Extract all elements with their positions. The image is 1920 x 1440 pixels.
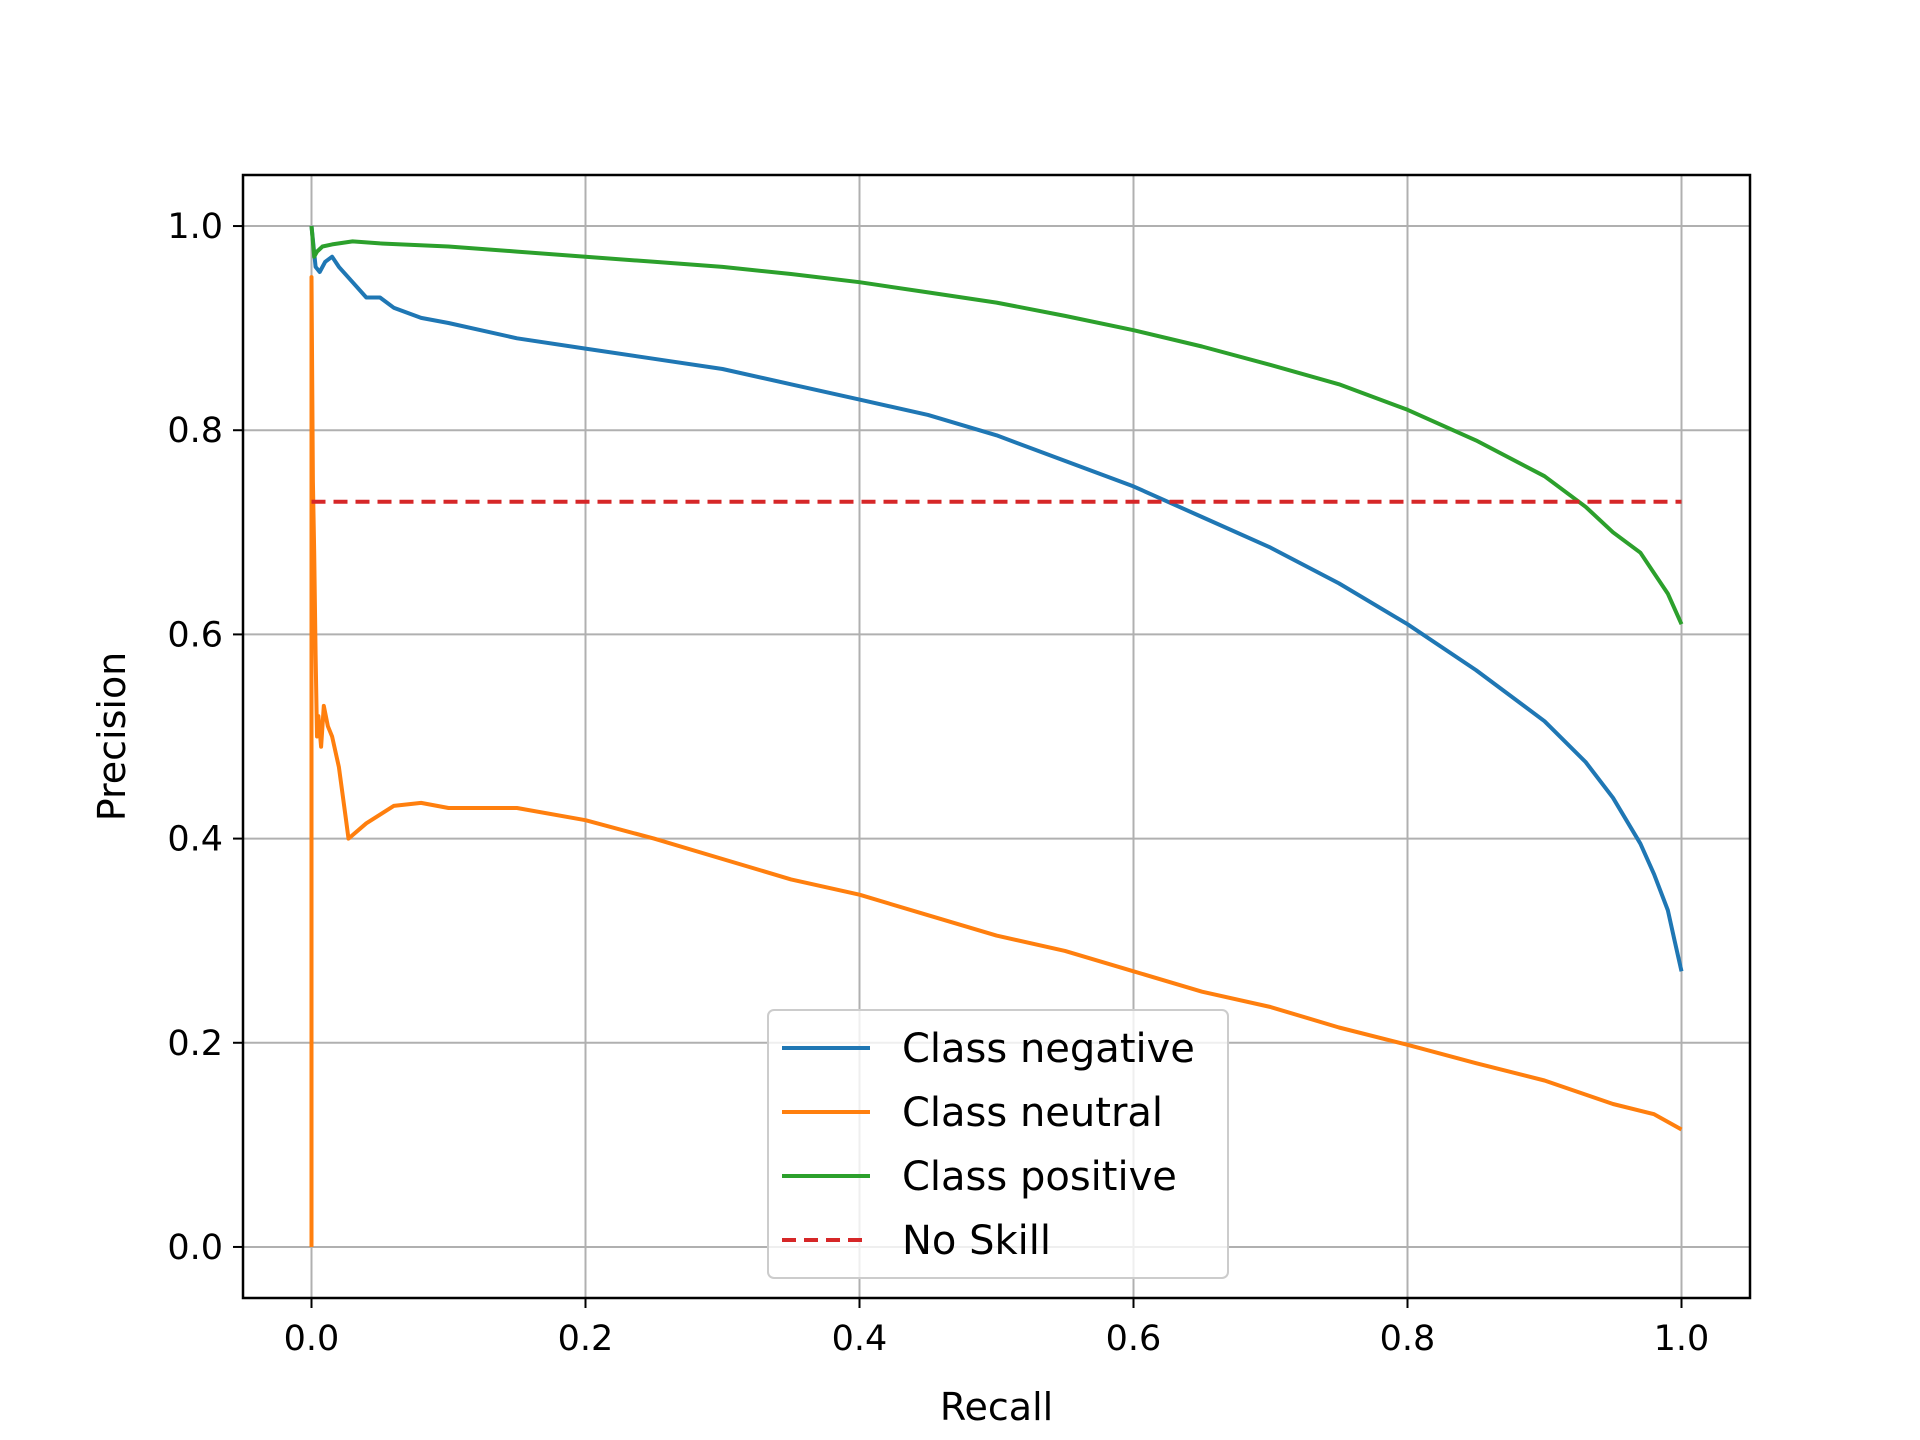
y-tick-label: 1.0 — [167, 207, 223, 247]
x-tick-label: 0.0 — [284, 1319, 340, 1359]
y-tick-label: 0.0 — [167, 1228, 223, 1268]
legend-label: Class positive — [902, 1154, 1177, 1200]
grid — [243, 175, 1750, 1298]
x-tick-label: 1.0 — [1654, 1319, 1710, 1359]
legend-label: Class negative — [902, 1026, 1195, 1072]
x-tick-label: 0.2 — [558, 1319, 614, 1359]
series-line-class-negative — [309, 225, 1684, 972]
series-lines — [309, 225, 1684, 1247]
plot-frame — [241, 173, 1752, 1300]
legend: Class negative Class neutral Class positiv… — [767, 1009, 1229, 1279]
y-tick-label: 0.6 — [167, 615, 223, 655]
legend-label: No Skill — [902, 1218, 1051, 1264]
legend-box — [767, 1009, 1229, 1279]
series-line-class-positive — [309, 225, 1684, 626]
x-tick-label: 0.6 — [1106, 1319, 1162, 1359]
legend-label: Class neutral — [902, 1090, 1163, 1136]
y-tick-label: 0.2 — [167, 1024, 223, 1064]
x-axis-label: Recall — [940, 1385, 1053, 1429]
axis-ticks: 0.0 0.2 0.4 0.6 0.8 1.0 0.0 0.2 0.4 0.6 0.8 1.0 — [167, 207, 1709, 1359]
y-tick-label: 0.8 — [167, 411, 223, 451]
y-axis-label: Precision — [90, 652, 134, 822]
series-line-class-neutral — [309, 275, 1683, 1247]
x-tick-label: 0.8 — [1380, 1319, 1436, 1359]
y-tick-label: 0.4 — [167, 820, 223, 860]
x-tick-label: 0.4 — [832, 1319, 888, 1359]
